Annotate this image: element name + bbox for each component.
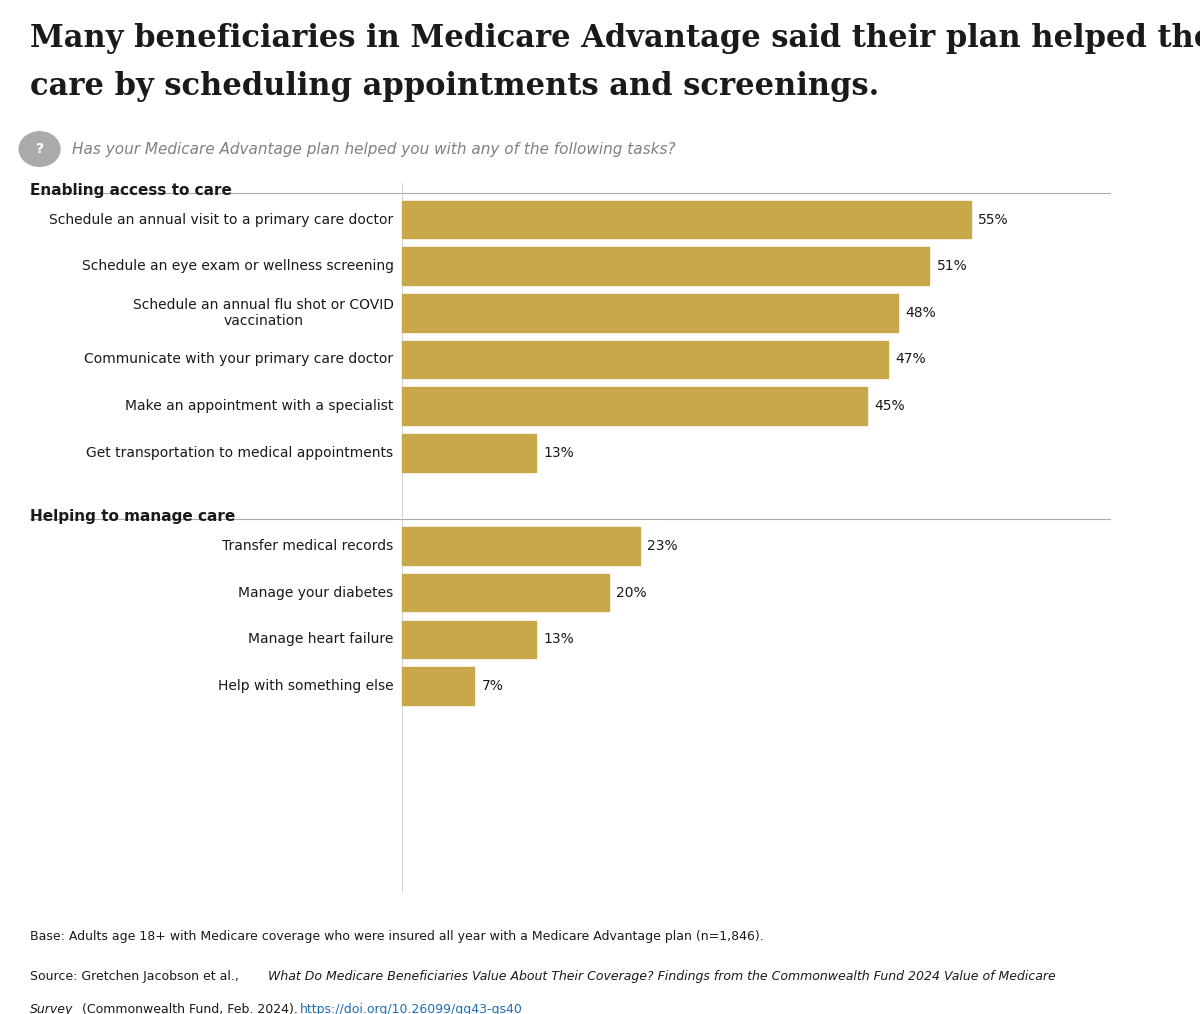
Text: (Commonwealth Fund, Feb. 2024).: (Commonwealth Fund, Feb. 2024). [78, 1003, 302, 1014]
Text: Schedule an eye exam or wellness screening: Schedule an eye exam or wellness screeni… [82, 260, 394, 273]
Text: What Do Medicare Beneficiaries Value About Their Coverage? Findings from the Com: What Do Medicare Beneficiaries Value Abo… [268, 970, 1055, 984]
Text: 55%: 55% [978, 213, 1008, 226]
Text: Make an appointment with a specialist: Make an appointment with a specialist [125, 400, 394, 413]
Text: Manage heart failure: Manage heart failure [248, 633, 394, 646]
Bar [402, 621, 536, 658]
Text: Source: Gretchen Jacobson et al.,: Source: Gretchen Jacobson et al., [30, 970, 242, 984]
Text: Survey: Survey [30, 1003, 73, 1014]
Text: Schedule an annual visit to a primary care doctor: Schedule an annual visit to a primary ca… [49, 213, 394, 226]
Text: 7%: 7% [481, 679, 504, 693]
Text: Help with something else: Help with something else [218, 679, 394, 693]
Text: Has your Medicare Advantage plan helped you with any of the following tasks?: Has your Medicare Advantage plan helped … [72, 142, 676, 156]
Bar [402, 434, 536, 472]
Bar [402, 247, 929, 285]
Text: Schedule an annual flu shot or COVID
vaccination: Schedule an annual flu shot or COVID vac… [133, 298, 394, 328]
Text: 13%: 13% [544, 446, 575, 459]
Text: 51%: 51% [936, 260, 967, 273]
Bar [402, 387, 868, 425]
Text: Helping to manage care: Helping to manage care [30, 509, 235, 524]
Bar [402, 667, 474, 705]
Bar [402, 341, 888, 378]
Bar [402, 294, 899, 332]
Text: Communicate with your primary care doctor: Communicate with your primary care docto… [84, 353, 394, 366]
Bar [402, 574, 608, 611]
Text: 23%: 23% [647, 539, 678, 553]
Text: Base: Adults age 18+ with Medicare coverage who were insured all year with a Med: Base: Adults age 18+ with Medicare cover… [30, 930, 763, 943]
Text: 13%: 13% [544, 633, 575, 646]
Text: Many beneficiaries in Medicare Advantage said their plan helped them access: Many beneficiaries in Medicare Advantage… [30, 23, 1200, 55]
Text: Manage your diabetes: Manage your diabetes [239, 586, 394, 599]
Bar [402, 527, 640, 565]
Bar [402, 201, 971, 238]
Text: https://doi.org/10.26099/gq43-qs40: https://doi.org/10.26099/gq43-qs40 [300, 1003, 523, 1014]
Text: ?: ? [36, 142, 43, 156]
Text: Enabling access to care: Enabling access to care [30, 183, 232, 198]
Text: 47%: 47% [895, 353, 925, 366]
Text: care by scheduling appointments and screenings.: care by scheduling appointments and scre… [30, 71, 880, 102]
Text: Transfer medical records: Transfer medical records [222, 539, 394, 553]
Text: Get transportation to medical appointments: Get transportation to medical appointmen… [86, 446, 394, 459]
Circle shape [19, 132, 60, 166]
Text: 20%: 20% [616, 586, 647, 599]
Text: 45%: 45% [875, 400, 905, 413]
Text: 48%: 48% [906, 306, 936, 319]
